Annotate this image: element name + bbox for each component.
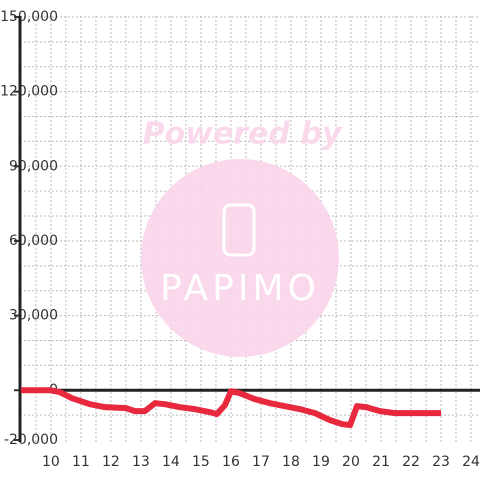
- y-tick-label: 150,000: [0, 9, 58, 25]
- watermark: Powered by PAPIMO: [141, 117, 343, 357]
- x-tick-label: 11: [72, 454, 90, 470]
- watermark-logo: PAPIMO: [160, 268, 320, 309]
- x-tick-label: 16: [222, 454, 240, 470]
- x-tick-label: 10: [42, 454, 60, 470]
- x-tick-label: 19: [312, 454, 330, 470]
- y-tick-label: 120,000: [0, 84, 58, 100]
- x-tick-label: 22: [402, 454, 420, 470]
- x-tick-label: 15: [192, 454, 210, 470]
- x-tick-label: 18: [282, 454, 300, 470]
- y-tick-label: -20,000: [4, 432, 58, 448]
- watermark-circle: [141, 159, 339, 357]
- x-tick-label: 14: [162, 454, 180, 470]
- y-tick-label: 60,000: [9, 233, 58, 249]
- x-tick-label: 23: [432, 454, 450, 470]
- x-tick-label: 24: [462, 454, 480, 470]
- watermark-text: Powered by: [143, 117, 343, 152]
- y-tick-label: 90,000: [9, 158, 58, 174]
- plot: -20,000030,00060,00090,000120,000150,000…: [0, 9, 480, 470]
- x-tick-label: 21: [372, 454, 390, 470]
- x-tick-label: 12: [102, 454, 120, 470]
- x-tick-label: 20: [342, 454, 360, 470]
- x-tick-label: 13: [132, 454, 150, 470]
- data-line: [20, 387, 441, 429]
- y-tick-label: 30,000: [9, 308, 58, 324]
- x-tick-label: 17: [252, 454, 270, 470]
- watermark-phone: [222, 203, 256, 257]
